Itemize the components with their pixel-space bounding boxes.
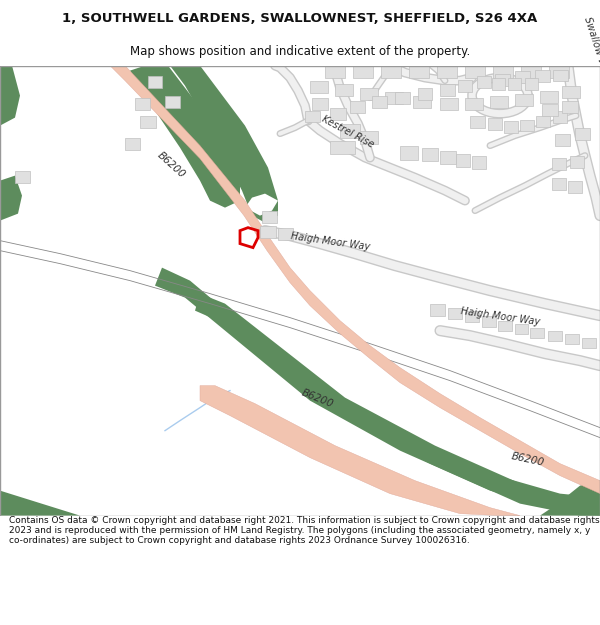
Polygon shape — [470, 116, 485, 128]
Polygon shape — [262, 211, 277, 222]
Polygon shape — [498, 321, 512, 331]
Polygon shape — [562, 101, 578, 112]
Text: Map shows position and indicative extent of the property.: Map shows position and indicative extent… — [130, 45, 470, 58]
Polygon shape — [552, 177, 566, 189]
Polygon shape — [148, 76, 162, 88]
Text: Haigh Moor Way: Haigh Moor Way — [290, 232, 371, 253]
Polygon shape — [110, 66, 600, 494]
Polygon shape — [458, 79, 472, 92]
Polygon shape — [260, 226, 276, 238]
Polygon shape — [515, 324, 528, 334]
Polygon shape — [312, 98, 328, 109]
Polygon shape — [350, 101, 365, 112]
Polygon shape — [440, 84, 455, 96]
Polygon shape — [15, 171, 30, 182]
Polygon shape — [504, 121, 518, 132]
Polygon shape — [490, 96, 508, 108]
Polygon shape — [325, 66, 345, 78]
Polygon shape — [165, 96, 180, 108]
Polygon shape — [515, 94, 533, 106]
Polygon shape — [310, 81, 328, 92]
Polygon shape — [552, 158, 566, 169]
Polygon shape — [553, 69, 568, 81]
Polygon shape — [568, 181, 582, 192]
Polygon shape — [472, 156, 486, 169]
Polygon shape — [140, 116, 156, 128]
Text: Swallow Wood Road: Swallow Wood Road — [582, 16, 600, 112]
Polygon shape — [400, 146, 418, 159]
Polygon shape — [0, 66, 20, 126]
Polygon shape — [0, 491, 80, 516]
Polygon shape — [515, 71, 530, 82]
Polygon shape — [360, 88, 378, 99]
Polygon shape — [525, 78, 538, 89]
Polygon shape — [245, 194, 278, 216]
Polygon shape — [372, 96, 387, 108]
Polygon shape — [477, 76, 491, 88]
Polygon shape — [130, 66, 240, 208]
Polygon shape — [582, 338, 596, 348]
Polygon shape — [456, 154, 470, 167]
Text: B6200: B6200 — [155, 150, 187, 179]
Polygon shape — [409, 66, 429, 78]
Polygon shape — [155, 268, 600, 516]
Polygon shape — [195, 294, 600, 516]
Polygon shape — [465, 311, 479, 322]
Polygon shape — [335, 84, 353, 96]
Polygon shape — [520, 119, 534, 131]
Polygon shape — [125, 138, 140, 149]
Text: Haigh Moor Way: Haigh Moor Way — [460, 307, 541, 328]
Polygon shape — [437, 66, 457, 78]
Polygon shape — [0, 176, 22, 221]
Polygon shape — [353, 66, 373, 78]
Polygon shape — [540, 91, 558, 103]
Polygon shape — [330, 141, 355, 154]
Polygon shape — [540, 481, 600, 516]
Polygon shape — [305, 111, 320, 122]
Polygon shape — [570, 156, 584, 168]
Polygon shape — [395, 92, 410, 104]
Polygon shape — [465, 98, 483, 109]
Polygon shape — [465, 66, 485, 78]
Polygon shape — [381, 66, 401, 78]
Polygon shape — [482, 316, 496, 327]
Polygon shape — [575, 127, 590, 139]
Polygon shape — [360, 131, 378, 144]
Polygon shape — [548, 331, 562, 341]
Polygon shape — [565, 334, 579, 344]
Polygon shape — [422, 148, 438, 161]
Polygon shape — [536, 116, 550, 127]
Polygon shape — [492, 78, 505, 89]
Polygon shape — [385, 92, 403, 104]
Polygon shape — [413, 96, 431, 108]
Polygon shape — [521, 66, 541, 78]
Polygon shape — [530, 328, 544, 338]
Polygon shape — [555, 134, 570, 146]
Polygon shape — [430, 304, 445, 316]
Text: 1, SOUTHWELL GARDENS, SWALLOWNEST, SHEFFIELD, S26 4XA: 1, SOUTHWELL GARDENS, SWALLOWNEST, SHEFF… — [62, 12, 538, 25]
Polygon shape — [200, 386, 520, 516]
Polygon shape — [135, 98, 150, 109]
Text: Kestrel Rise: Kestrel Rise — [320, 114, 376, 149]
Polygon shape — [549, 66, 569, 78]
Polygon shape — [508, 78, 521, 89]
Polygon shape — [488, 118, 502, 129]
Polygon shape — [440, 98, 458, 109]
Polygon shape — [418, 88, 432, 99]
Text: Contains OS data © Crown copyright and database right 2021. This information is : Contains OS data © Crown copyright and d… — [9, 516, 599, 546]
Polygon shape — [495, 74, 510, 86]
Polygon shape — [170, 66, 278, 222]
Polygon shape — [278, 228, 293, 239]
Text: B6200: B6200 — [510, 451, 545, 468]
Polygon shape — [553, 111, 567, 123]
Polygon shape — [562, 86, 580, 98]
Polygon shape — [542, 104, 558, 116]
Polygon shape — [535, 69, 550, 82]
Polygon shape — [330, 107, 346, 119]
Polygon shape — [448, 308, 462, 319]
Polygon shape — [340, 124, 360, 138]
Polygon shape — [493, 66, 513, 78]
Polygon shape — [440, 151, 456, 164]
Text: B6200: B6200 — [300, 388, 335, 409]
